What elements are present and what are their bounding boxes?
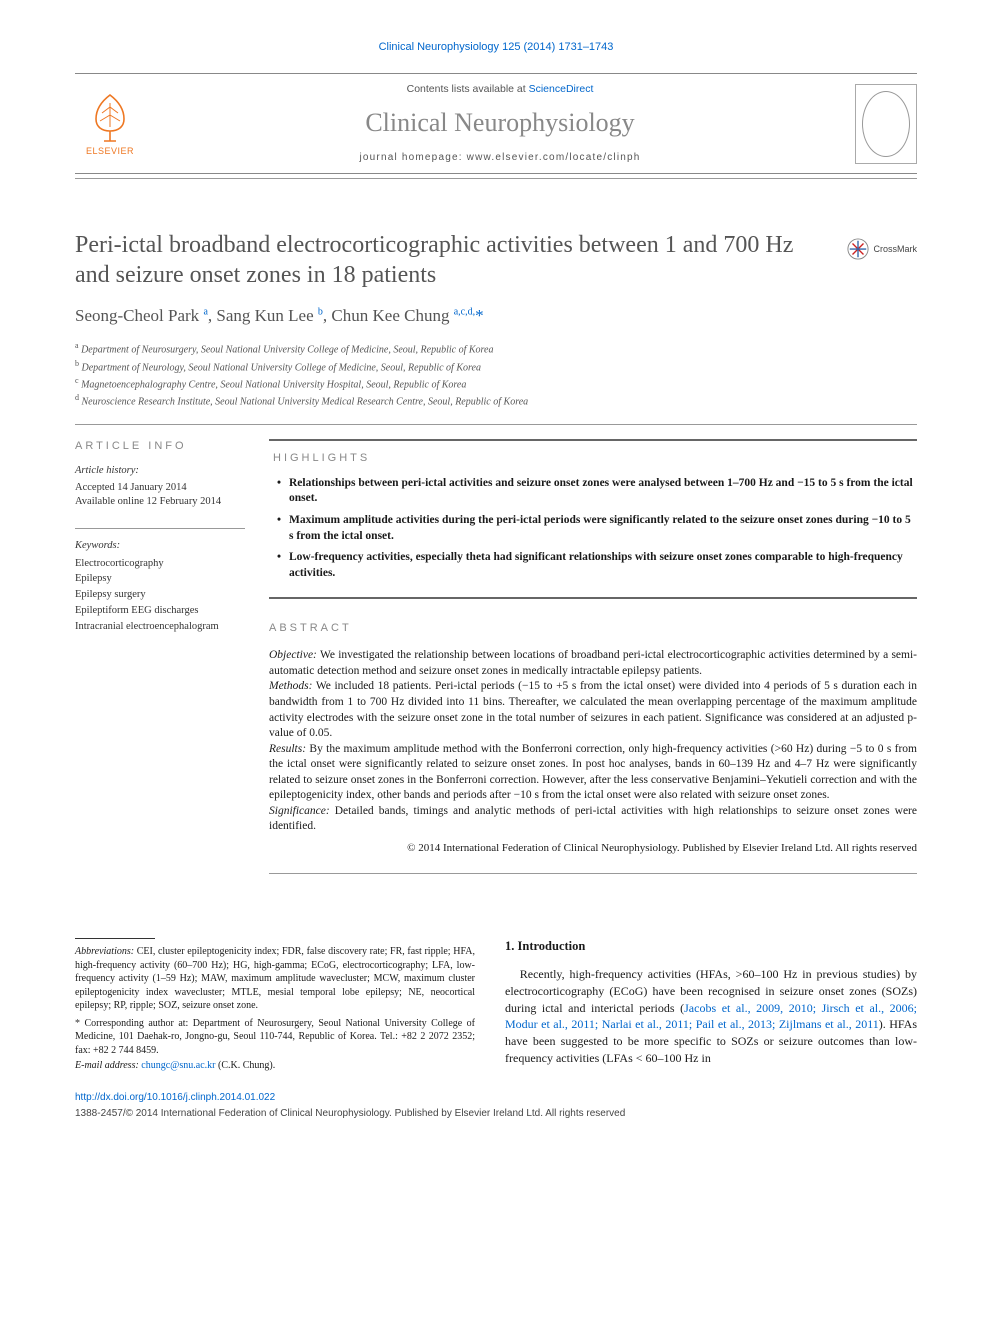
keywords-head: Keywords:: [75, 539, 245, 554]
journal-header-band: ELSEVIER Contents lists available at Sci…: [75, 73, 917, 174]
results-body: By the maximum amplitude method with the…: [269, 743, 917, 802]
highlight-item: Low-frequency activities, especially the…: [277, 550, 913, 581]
footnote-rule: [75, 938, 155, 939]
contents-prefix: Contents lists available at: [407, 83, 529, 95]
abstract-block: ABSTRACT Objective: We investigated the …: [269, 621, 917, 855]
elsevier-label: ELSEVIER: [86, 145, 134, 158]
journal-name: Clinical Neurophysiology: [145, 105, 855, 141]
results-head: Results:: [269, 743, 306, 755]
crossmark-label: CrossMark: [873, 243, 917, 256]
corr-email-link[interactable]: chungc@snu.ac.kr: [141, 1060, 215, 1071]
intro-heading: 1. Introduction: [505, 938, 917, 956]
keyword-item: Intracranial electroencephalogram: [75, 619, 245, 635]
divider: [75, 528, 245, 529]
highlights-list: Relationships between peri-ictal activit…: [273, 476, 913, 581]
elsevier-logo[interactable]: ELSEVIER: [75, 84, 145, 164]
contents-list-line: Contents lists available at ScienceDirec…: [145, 82, 855, 97]
journal-cover-icon: [855, 84, 917, 164]
highlights-label: HIGHLIGHTS: [273, 451, 913, 466]
keyword-item: Epileptiform EEG discharges: [75, 603, 245, 619]
sciencedirect-link[interactable]: ScienceDirect: [529, 83, 594, 95]
author-list: Seong-Cheol Park a, Sang Kun Lee b, Chun…: [75, 304, 917, 328]
issn-line: 1388-2457/© 2014 International Federatio…: [75, 1107, 917, 1121]
objective-head: Objective:: [269, 649, 317, 661]
significance-body: Detailed bands, timings and analytic met…: [269, 805, 917, 833]
affiliation-item: a Department of Neurosurgery, Seoul Nati…: [75, 340, 917, 357]
methods-body: We included 18 patients. Peri-ictal peri…: [269, 680, 917, 739]
intro-paragraph: Recently, high-frequency activities (HFA…: [505, 966, 917, 1067]
highlights-box: HIGHLIGHTS Relationships between peri-ic…: [269, 439, 917, 599]
methods-head: Methods:: [269, 680, 312, 692]
corr-body: Corresponding author at: Department of N…: [75, 1018, 475, 1056]
elsevier-tree-icon: [88, 91, 132, 143]
doi-link[interactable]: http://dx.doi.org/10.1016/j.clinph.2014.…: [75, 1092, 275, 1103]
keyword-item: Epilepsy: [75, 571, 245, 587]
objective-body: We investigated the relationship between…: [269, 649, 917, 677]
affiliation-item: c Magnetoencephalography Centre, Seoul N…: [75, 375, 917, 392]
highlight-item: Relationships between peri-ictal activit…: [277, 476, 913, 507]
abstract-copyright: © 2014 International Federation of Clini…: [269, 841, 917, 856]
keyword-item: Electrocorticography: [75, 556, 245, 572]
significance-head: Significance:: [269, 805, 330, 817]
history-head: Article history:: [75, 464, 245, 479]
history-line: Accepted 14 January 2014: [75, 481, 245, 496]
crossmark-icon: [847, 238, 869, 260]
abbrev-body: CEI, cluster epileptogenicity index; FDR…: [75, 946, 475, 1011]
doi-block: http://dx.doi.org/10.1016/j.clinph.2014.…: [75, 1091, 917, 1121]
keyword-item: Epilepsy surgery: [75, 587, 245, 603]
divider: [269, 873, 917, 874]
abbrev-head: Abbreviations:: [75, 946, 134, 957]
affiliation-list: a Department of Neurosurgery, Seoul Nati…: [75, 340, 917, 409]
affiliation-item: b Department of Neurology, Seoul Nationa…: [75, 358, 917, 375]
highlight-item: Maximum amplitude activities during the …: [277, 513, 913, 544]
email-head: E-mail address:: [75, 1060, 139, 1071]
citation-header: Clinical Neurophysiology 125 (2014) 1731…: [75, 40, 917, 55]
history-line: Available online 12 February 2014: [75, 495, 245, 510]
affiliation-item: d Neuroscience Research Institute, Seoul…: [75, 392, 917, 409]
keywords-list: ElectrocorticographyEpilepsyEpilepsy sur…: [75, 556, 245, 635]
divider: [75, 424, 917, 425]
abstract-text: Objective: We investigated the relations…: [269, 648, 917, 834]
abstract-label: ABSTRACT: [269, 621, 917, 636]
article-info-label: ARTICLE INFO: [75, 439, 245, 454]
history-lines: Accepted 14 January 2014Available online…: [75, 481, 245, 510]
article-title: Peri-ictal broadband electrocorticograph…: [75, 230, 805, 290]
divider: [75, 178, 917, 180]
email-tail: (C.K. Chung).: [215, 1060, 275, 1071]
journal-homepage: journal homepage: www.elsevier.com/locat…: [145, 151, 855, 165]
footnote-block: Abbreviations: CEI, cluster epileptogeni…: [75, 938, 475, 1073]
crossmark-badge[interactable]: CrossMark: [847, 238, 917, 260]
